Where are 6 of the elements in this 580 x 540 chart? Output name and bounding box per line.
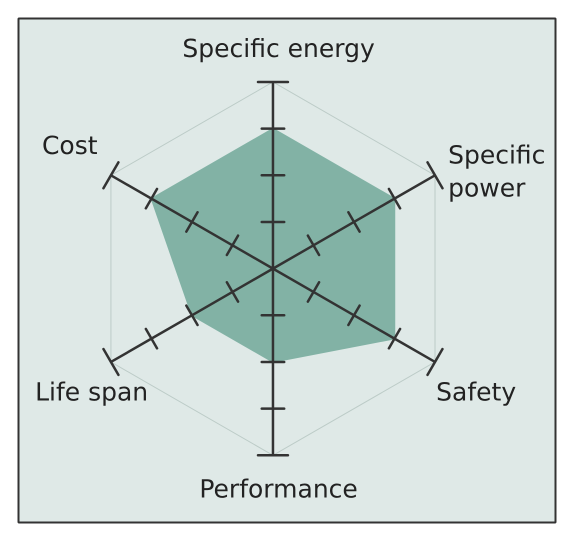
spoke-label: Specific power: [448, 140, 546, 203]
spoke-label: Cost: [42, 130, 98, 160]
spoke-label: Safety: [436, 377, 516, 406]
spoke-label: Performance: [199, 474, 358, 504]
spoke-label: Life span: [35, 377, 148, 406]
spoke-label: Specific energy: [182, 34, 375, 63]
